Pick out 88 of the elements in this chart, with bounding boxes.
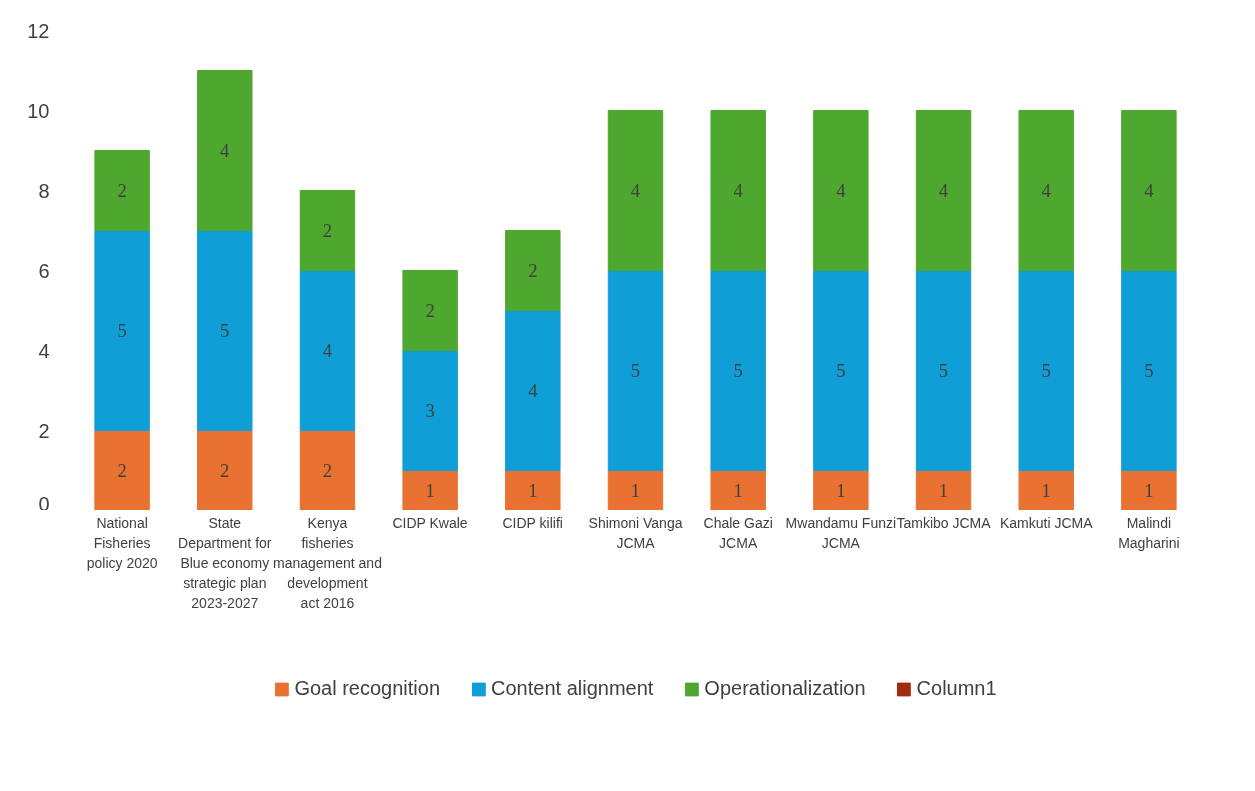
bar [813,470,869,510]
data-label: 2 [117,460,127,481]
x-tick-label: Chale Gazi JCMA [703,514,773,551]
bar [1121,470,1177,510]
y-tick-label: 6 [38,259,50,282]
x-tick-label: Kenya fisheries management and development act 2016 [272,514,382,611]
y-tick-label: 4 [38,339,50,362]
bar [402,350,458,471]
data-label: 1 [425,480,435,501]
data-label: 4 [938,180,949,201]
bar [710,470,766,510]
data-label: 2 [322,460,333,481]
bar [1121,110,1177,271]
data-label: 5 [938,360,949,381]
data-label: 4 [528,380,539,401]
bar [710,110,766,271]
y-tick-label: 10 [27,99,50,122]
data-label: 5 [117,320,127,341]
bar [505,470,561,510]
bar [915,470,972,510]
data-label: 1 [1041,480,1051,501]
x-tick-label: CIDP kilifi [502,514,563,531]
data-label: 5 [630,360,641,381]
bar [505,230,561,311]
data-label: 4 [322,340,333,361]
legend-label: Content alignment [491,677,654,700]
data-label: 4 [836,180,847,201]
data-label: 2 [322,220,333,241]
data-label: 2 [425,300,435,321]
bar [402,270,458,351]
bar [607,110,664,271]
x-tick-label: Tamkibo JCMA [896,514,992,531]
bar [299,190,356,271]
bar [1018,270,1074,471]
bar [197,70,253,231]
legend-label: Operationalization [704,677,866,700]
bar [915,110,972,271]
data-label: 1 [528,480,538,501]
bar [299,430,356,510]
y-tick-label: 12 [27,19,50,42]
x-tick-label: National Fisheries policy 2020 [86,514,158,571]
legend-label: Column1 [916,677,997,700]
data-label: 1 [938,480,949,501]
x-tick-label: State Department for Blue economy strategic plan 2023-2027 [178,514,272,611]
y-tick-label: 0 [38,492,50,515]
bar [813,110,869,271]
bar [94,430,150,510]
data-label: 1 [1144,480,1154,501]
x-tick-label: Shimoni Vanga JCMA [588,514,683,551]
bar [915,270,972,471]
data-label: 5 [733,360,743,381]
bar [1018,110,1074,271]
bar [197,230,253,431]
data-label: 1 [733,480,743,501]
bar [299,270,356,431]
data-label: 4 [630,180,641,201]
data-label: 5 [1041,360,1051,381]
legend-label: Goal recognition [294,677,441,700]
data-label: 5 [836,360,846,381]
x-tick-label: Kamkuti JCMA [999,514,1094,531]
y-tick-label: 2 [38,419,50,442]
data-label: 1 [630,480,641,501]
data-label: 5 [1144,360,1154,381]
bar [505,310,561,471]
x-tick-label: Mwandamu Funzi JCMA [785,514,897,551]
data-label: 4 [1041,180,1052,201]
data-label: 4 [220,140,231,161]
bar [402,470,458,510]
data-label: 2 [117,180,127,201]
data-label: 2 [220,460,230,481]
bar [197,430,253,510]
bar [813,270,869,471]
x-tick-label: CIDP Kwale [392,514,468,531]
y-tick-label: 8 [38,179,50,202]
bar [607,270,664,471]
data-label: 1 [836,480,846,501]
bar [1018,470,1074,510]
bar [94,150,150,231]
data-label: 5 [220,320,230,341]
bar [94,230,150,431]
data-label: 3 [425,400,435,421]
x-tick-label: Malindi Magharini [1118,514,1180,551]
bar [607,470,664,510]
data-label: 2 [528,260,538,281]
bar [710,270,766,471]
bar [1121,270,1177,471]
data-label: 4 [733,180,744,201]
data-label: 4 [1144,180,1155,201]
